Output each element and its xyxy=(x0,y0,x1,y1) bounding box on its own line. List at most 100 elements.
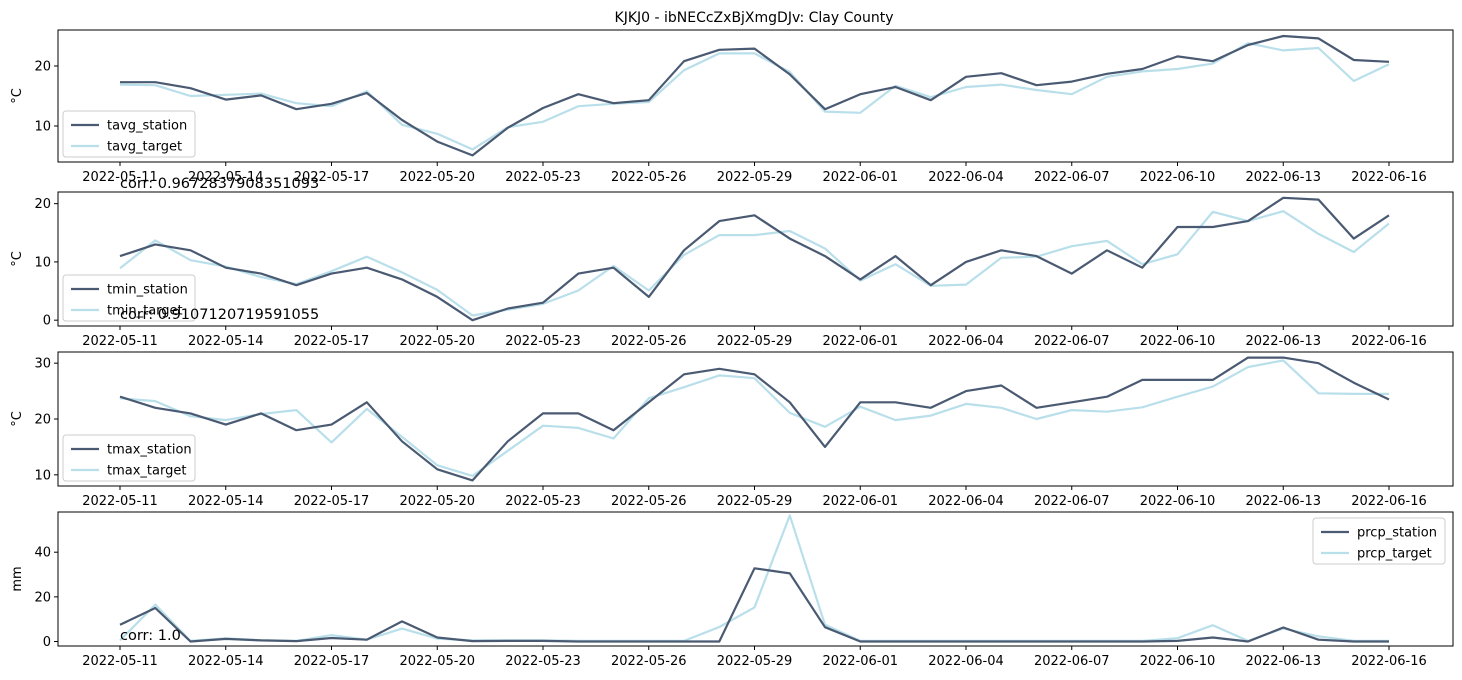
y-tick-label: 0 xyxy=(43,635,51,650)
tavg_station-line xyxy=(120,34,1390,157)
x-tick-label: 2022-06-04 xyxy=(928,334,1004,349)
x-tick-label: 2022-06-07 xyxy=(1034,494,1110,509)
x-tick-label: 2022-05-11 xyxy=(82,334,158,349)
x-tick-label: 2022-05-26 xyxy=(611,170,687,185)
x-tick-label: 2022-06-13 xyxy=(1245,170,1321,185)
y-tick-label: 10 xyxy=(34,255,51,270)
x-tick-label: 2022-06-16 xyxy=(1351,334,1427,349)
legend-label-tavg_target: tavg_target xyxy=(107,140,182,155)
panel-tmax: 10 20 30 °C 2022-05-11 2022-05-14 2022-05-17 20… xyxy=(10,351,1454,509)
legend-label-prcp_target: prcp_target xyxy=(1357,547,1432,562)
corr-annotation: corr: 0.9107120719591055 xyxy=(120,307,319,323)
x-tick-label: 2022-05-29 xyxy=(717,170,793,185)
x-tick-label: 2022-06-01 xyxy=(822,494,898,509)
plot-frame xyxy=(57,191,1454,327)
y-tick-label: 0 xyxy=(43,314,51,329)
corr-annotation: corr: 1.0 xyxy=(120,628,181,644)
x-tick-label: 2022-06-13 xyxy=(1245,494,1321,509)
corr-annotation: corr: 0.9672837908351093 xyxy=(120,176,319,192)
x-tick-label: 2022-05-20 xyxy=(399,494,475,509)
x-tick-label: 2022-05-29 xyxy=(717,654,793,669)
legend-label-tmax_station: tmax_station xyxy=(107,443,192,458)
legend: tmax_station tmax_target xyxy=(62,434,196,482)
legend-label-tmin_target: tmin_target xyxy=(107,304,183,319)
x-tick-label: 2022-05-23 xyxy=(505,654,581,669)
legend: prcp_station prcp_target xyxy=(1312,517,1446,565)
legend: tavg_station tavg_target xyxy=(62,110,196,158)
x-tick-label: 2022-05-29 xyxy=(717,494,793,509)
y-tick-label: 10 xyxy=(34,120,51,135)
x-tick-label: 2022-06-16 xyxy=(1351,494,1427,509)
y-axis-label: °C xyxy=(10,88,25,104)
x-tick-label: 2022-05-14 xyxy=(188,170,264,185)
prcp_target-line xyxy=(119,514,1389,643)
y-tick-label: 20 xyxy=(34,60,51,75)
x-tick-label: 2022-05-11 xyxy=(82,170,158,185)
plot-frame xyxy=(57,29,1454,163)
x-tick-label: 2022-05-20 xyxy=(399,654,475,669)
x-tick-label: 2022-05-17 xyxy=(294,170,370,185)
x-tick-label: 2022-06-13 xyxy=(1245,334,1321,349)
tmax_target-line xyxy=(119,359,1389,477)
legend-label-prcp_station: prcp_station xyxy=(1357,526,1437,541)
x-tick-label: 2022-06-07 xyxy=(1034,170,1110,185)
x-tick-label: 2022-06-04 xyxy=(928,170,1004,185)
y-tick-label: 40 xyxy=(34,546,51,561)
tmin_station-line xyxy=(119,196,1390,322)
panel-prcp: 0 20 40 mm 2022-05-11 2022-05-14 2022-05-17 202… xyxy=(10,511,1454,669)
y-axis-label: °C xyxy=(10,251,25,267)
prcp_station-line xyxy=(119,567,1389,643)
x-tick-label: 2022-05-23 xyxy=(505,170,581,185)
x-tick-label: 2022-05-17 xyxy=(294,334,370,349)
x-tick-label: 2022-05-29 xyxy=(717,334,793,349)
y-tick-label: 20 xyxy=(34,413,51,428)
y-tick-label: 30 xyxy=(34,357,51,372)
x-tick-label: 2022-06-07 xyxy=(1034,654,1110,669)
x-tick-label: 2022-05-26 xyxy=(611,334,687,349)
panel-tmin: 0 10 20 °C 2022-05-11 2022-05-14 2022-05-17 202… xyxy=(10,191,1454,349)
x-tick-label: 2022-05-14 xyxy=(188,654,264,669)
y-tick-label: 20 xyxy=(34,197,51,212)
legend-label-tavg_station: tavg_station xyxy=(107,119,187,134)
tmin_target-line xyxy=(119,210,1390,317)
x-tick-label: 2022-06-01 xyxy=(822,654,898,669)
figure-title: KJKJ0 - ibNECcZxBjXmgDJv: Clay County xyxy=(615,10,894,26)
x-tick-label: 2022-05-26 xyxy=(611,654,687,669)
x-tick-label: 2022-05-17 xyxy=(294,494,370,509)
x-tick-label: 2022-06-16 xyxy=(1351,170,1427,185)
x-tick-label: 2022-05-17 xyxy=(294,654,370,669)
x-tick-label: 2022-06-10 xyxy=(1140,334,1216,349)
y-axis-label: mm xyxy=(10,566,25,591)
x-tick-label: 2022-06-10 xyxy=(1140,170,1216,185)
x-tick-label: 2022-05-20 xyxy=(399,334,475,349)
x-tick-label: 2022-05-26 xyxy=(611,494,687,509)
legend: tmin_station tmin_target xyxy=(62,274,196,322)
x-tick-label: 2022-06-10 xyxy=(1140,654,1216,669)
plot-frame xyxy=(57,511,1454,647)
x-tick-label: 2022-05-14 xyxy=(188,334,264,349)
x-tick-label: 2022-06-04 xyxy=(928,654,1004,669)
x-tick-label: 2022-05-23 xyxy=(505,334,581,349)
y-tick-label: 20 xyxy=(34,590,51,605)
x-tick-label: 2022-06-10 xyxy=(1140,494,1216,509)
legend-label-tmin_station: tmin_station xyxy=(107,283,188,298)
x-tick-label: 2022-06-01 xyxy=(822,170,898,185)
x-tick-label: 2022-05-11 xyxy=(82,494,158,509)
x-tick-label: 2022-06-13 xyxy=(1245,654,1321,669)
y-tick-label: 10 xyxy=(34,468,51,483)
x-tick-label: 2022-06-04 xyxy=(928,494,1004,509)
x-tick-label: 2022-05-20 xyxy=(399,170,475,185)
x-tick-label: 2022-06-16 xyxy=(1351,654,1427,669)
x-tick-label: 2022-05-11 xyxy=(82,654,158,669)
plot-frame xyxy=(57,351,1454,487)
x-tick-label: 2022-05-23 xyxy=(505,494,581,509)
y-axis-label: °C xyxy=(10,411,25,427)
x-tick-label: 2022-06-01 xyxy=(822,334,898,349)
panel-tavg: 10 20 °C 2022-05-11 2022-05-14 2022-05-17 2022… xyxy=(10,29,1454,185)
legend-label-tmax_target: tmax_target xyxy=(107,464,186,479)
tmax_station-line xyxy=(119,356,1390,482)
x-tick-label: 2022-05-14 xyxy=(188,494,264,509)
x-tick-label: 2022-06-07 xyxy=(1034,334,1110,349)
tavg_target-line xyxy=(119,42,1390,151)
